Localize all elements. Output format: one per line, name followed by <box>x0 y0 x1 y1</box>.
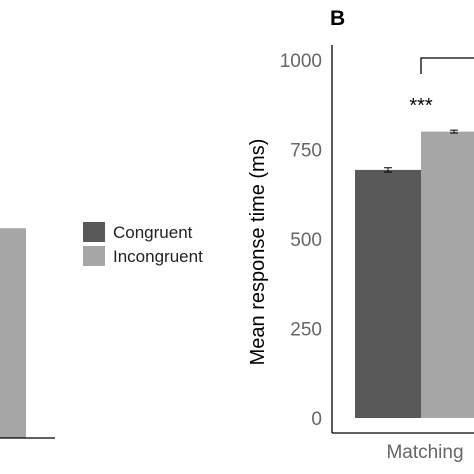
bar-incongruent <box>421 131 474 418</box>
y-tick-label: 1000 <box>280 51 322 72</box>
legend-swatch-incongruent <box>83 246 105 266</box>
significance-bracket <box>420 57 474 74</box>
legend-swatch-congruent <box>83 222 105 242</box>
y-tick-label: 250 <box>290 320 322 341</box>
legend: Congruent Incongruent <box>83 222 203 266</box>
x-tick-label: Matching <box>386 442 463 463</box>
y-tick-label: 750 <box>290 141 322 162</box>
panel-label-b: B <box>330 7 345 30</box>
legend-label-congruent: Congruent <box>113 223 193 242</box>
bar-partial <box>0 228 26 438</box>
legend-label-incongruent: Incongruent <box>113 247 203 266</box>
y-tick-label: 0 <box>311 409 322 430</box>
bar-congruent <box>355 169 421 418</box>
left-panel-partial <box>0 228 55 439</box>
y-axis-title: Mean response time (ms) <box>247 139 269 366</box>
y-tick-label: 500 <box>290 230 322 251</box>
significance-label: *** <box>409 95 433 117</box>
panel-b-plot: 0 250 500 750 1000 Matching *** <box>280 45 474 463</box>
